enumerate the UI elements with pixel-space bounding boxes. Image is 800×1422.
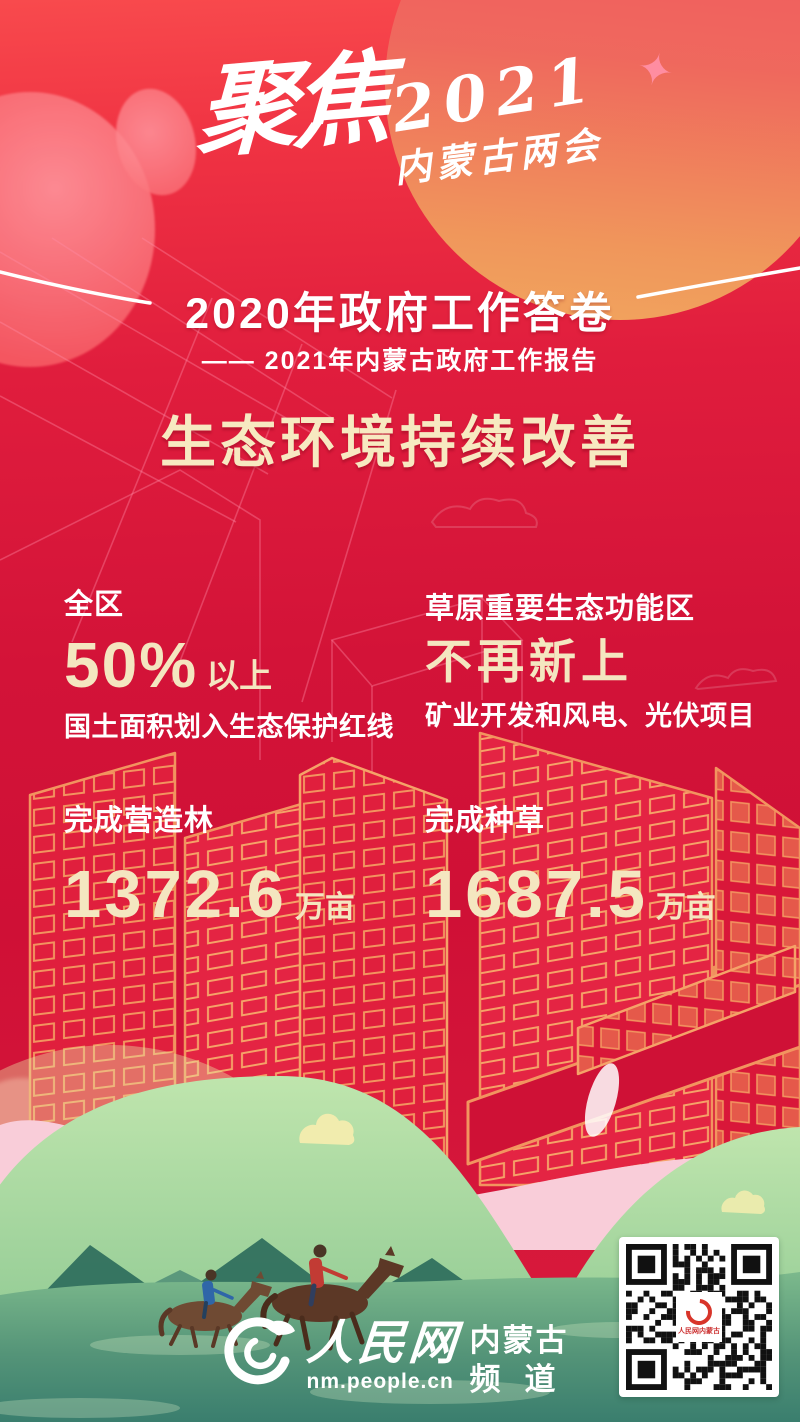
- stat-value: 不再新上: [425, 635, 633, 688]
- stat-grass-planting: 完成种草 1687.5 万亩: [425, 797, 785, 928]
- stat-desc: 国土面积划入生态保护红线: [64, 712, 394, 742]
- hill-clouds: [299, 1113, 765, 1214]
- site-name: 人民网: [304, 1316, 462, 1371]
- decor-circle-mid-left: [0, 1078, 82, 1198]
- people-daily-logo-icon: [223, 1317, 295, 1385]
- page-title: 2020年政府工作答卷: [185, 290, 615, 338]
- site-url: nm.people.cn: [306, 1370, 454, 1393]
- page-subtitle: —— 2021年内蒙古政府工作报告: [201, 347, 599, 375]
- qr-logo-swirl-icon: [680, 1293, 718, 1330]
- stat-label: 完成营造林: [64, 805, 215, 837]
- stat-prefix: 全区: [64, 589, 125, 621]
- stat-number: 1372.6: [64, 857, 287, 932]
- stat-value: 50%: [64, 629, 199, 701]
- stat-unit: 万亩: [294, 891, 355, 924]
- stat-afforestation: 完成营造林 1372.6 万亩: [64, 797, 414, 928]
- stat-grassland-zone: 草原重要生态功能区 不再新上 矿业开发和风电、光伏项目: [425, 585, 785, 733]
- footer-brand: 人民网 nm.people.cn 内蒙古 频道: [0, 1316, 800, 1400]
- channel-word: 频道: [469, 1361, 580, 1397]
- section-headline: 生态环境持续改善: [160, 411, 640, 474]
- channel-name: 内蒙古 频道: [470, 1322, 580, 1400]
- stat-desc: 矿业开发和风电、光伏项目: [425, 701, 755, 732]
- qr-center-logo: 人民网内蒙古: [676, 1292, 722, 1342]
- decor-circle-mid-right: [680, 962, 788, 1070]
- stat-value-suffix: 以上: [206, 657, 273, 694]
- stat-label: 完成种草: [425, 805, 546, 837]
- stat-unit: 万亩: [655, 891, 716, 924]
- stat-number: 1687.5: [425, 857, 648, 932]
- channel-region: 内蒙古: [469, 1323, 569, 1358]
- qr-logo-label: 人民网内蒙古: [678, 1327, 720, 1335]
- qr-code: 人民网内蒙古: [619, 1237, 779, 1397]
- logo-focus-text: 聚焦: [195, 37, 390, 173]
- stat-prefix: 草原重要生态功能区: [425, 593, 696, 625]
- pink-ribbon: [0, 1120, 800, 1250]
- stat-red-line: 全区 50% 以上 国土面积划入生态保护红线: [64, 581, 414, 744]
